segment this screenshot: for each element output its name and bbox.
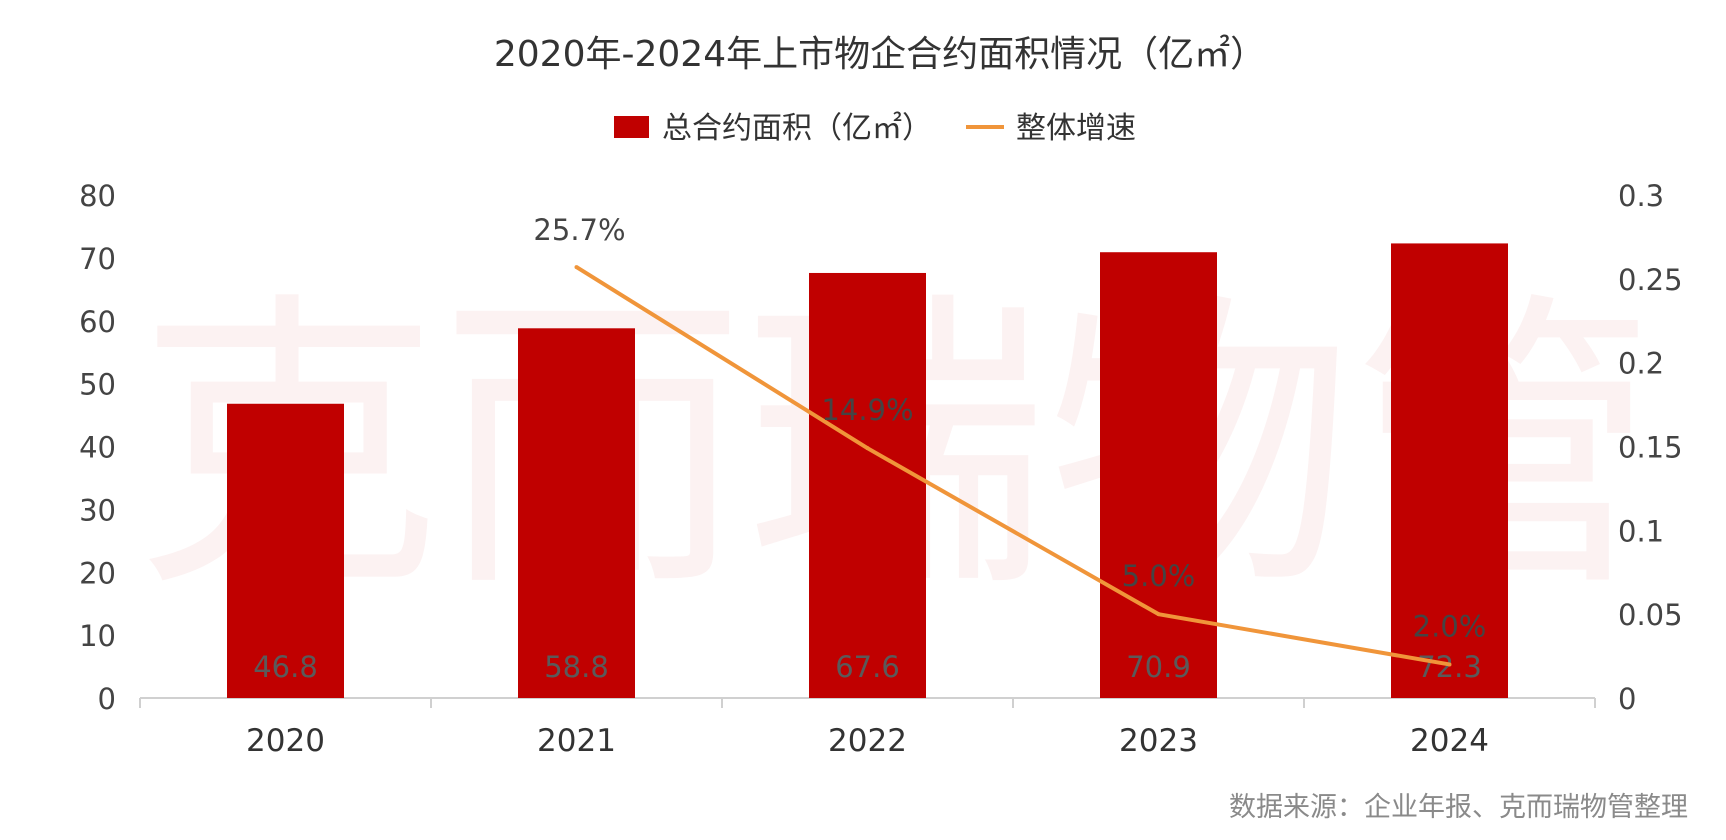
bar-data-label: 72.3 [1417,650,1482,684]
y-left-tick-label: 0 [98,682,116,716]
growth-line-point [865,446,870,451]
growth-line [575,265,1450,667]
chart-title: 2020年-2024年上市物企合约面积情况（亿㎡） [494,33,1266,75]
legend: 总合约面积（亿㎡） 整体增速 [614,111,1136,146]
bar-data-label: 67.6 [835,650,900,684]
bar [227,403,344,698]
y-left-tick-label: 40 [79,431,116,465]
y-right-tick-label: 0.05 [1618,598,1683,632]
growth-line-point [574,265,579,270]
bar-data-label: 58.8 [544,650,609,684]
line-data-label: 5.0% [1122,559,1196,593]
y-left-tick-label: 30 [79,493,116,527]
y-left-tick-label: 70 [79,242,116,276]
y-right-tick-label: 0.3 [1618,179,1664,213]
y-right-tick-label: 0.1 [1618,514,1664,548]
bar [518,328,635,698]
x-tick-label: 2024 [1410,723,1489,759]
legend-label-bar: 总合约面积（亿㎡） [662,111,932,146]
bar-data-label: 46.8 [253,650,318,684]
y-left-tick-label: 60 [79,305,116,339]
y-left-tick-label: 80 [79,179,116,213]
y-right-tick-label: 0.25 [1618,263,1683,297]
line-data-label: 14.9% [821,393,913,427]
plot-area: 0 10 20 30 40 50 60 70 80 0 0.05 0.1 0.15 0.2 0.25 0.3 2… [79,179,1682,759]
bar-data-label: 70.9 [1126,650,1191,684]
legend-label-line: 整体增速 [1016,111,1136,146]
y-right-tick-label: 0 [1618,682,1636,716]
growth-line-point [1447,662,1452,667]
growth-line-point [1156,612,1161,617]
line-data-label: 25.7% [533,213,625,247]
y-left-tick-label: 10 [79,619,116,653]
x-tick-label: 2023 [1119,723,1198,759]
y-right-tick-label: 0.15 [1618,431,1683,465]
legend-swatch-bar [614,116,649,138]
x-tick-label: 2021 [537,723,616,759]
bar [809,272,926,698]
bar [1391,243,1508,698]
line-data-label: 2.0% [1413,609,1487,643]
source-note: 数据来源：企业年报、克而瑞物管整理 [1229,792,1688,823]
y-right-tick-label: 0.2 [1618,347,1664,381]
x-tick-label: 2020 [246,723,325,759]
x-tick-label: 2022 [828,723,907,759]
y-left-tick-label: 20 [79,556,116,590]
bar [1100,252,1217,698]
y-left-tick-label: 50 [79,368,116,402]
